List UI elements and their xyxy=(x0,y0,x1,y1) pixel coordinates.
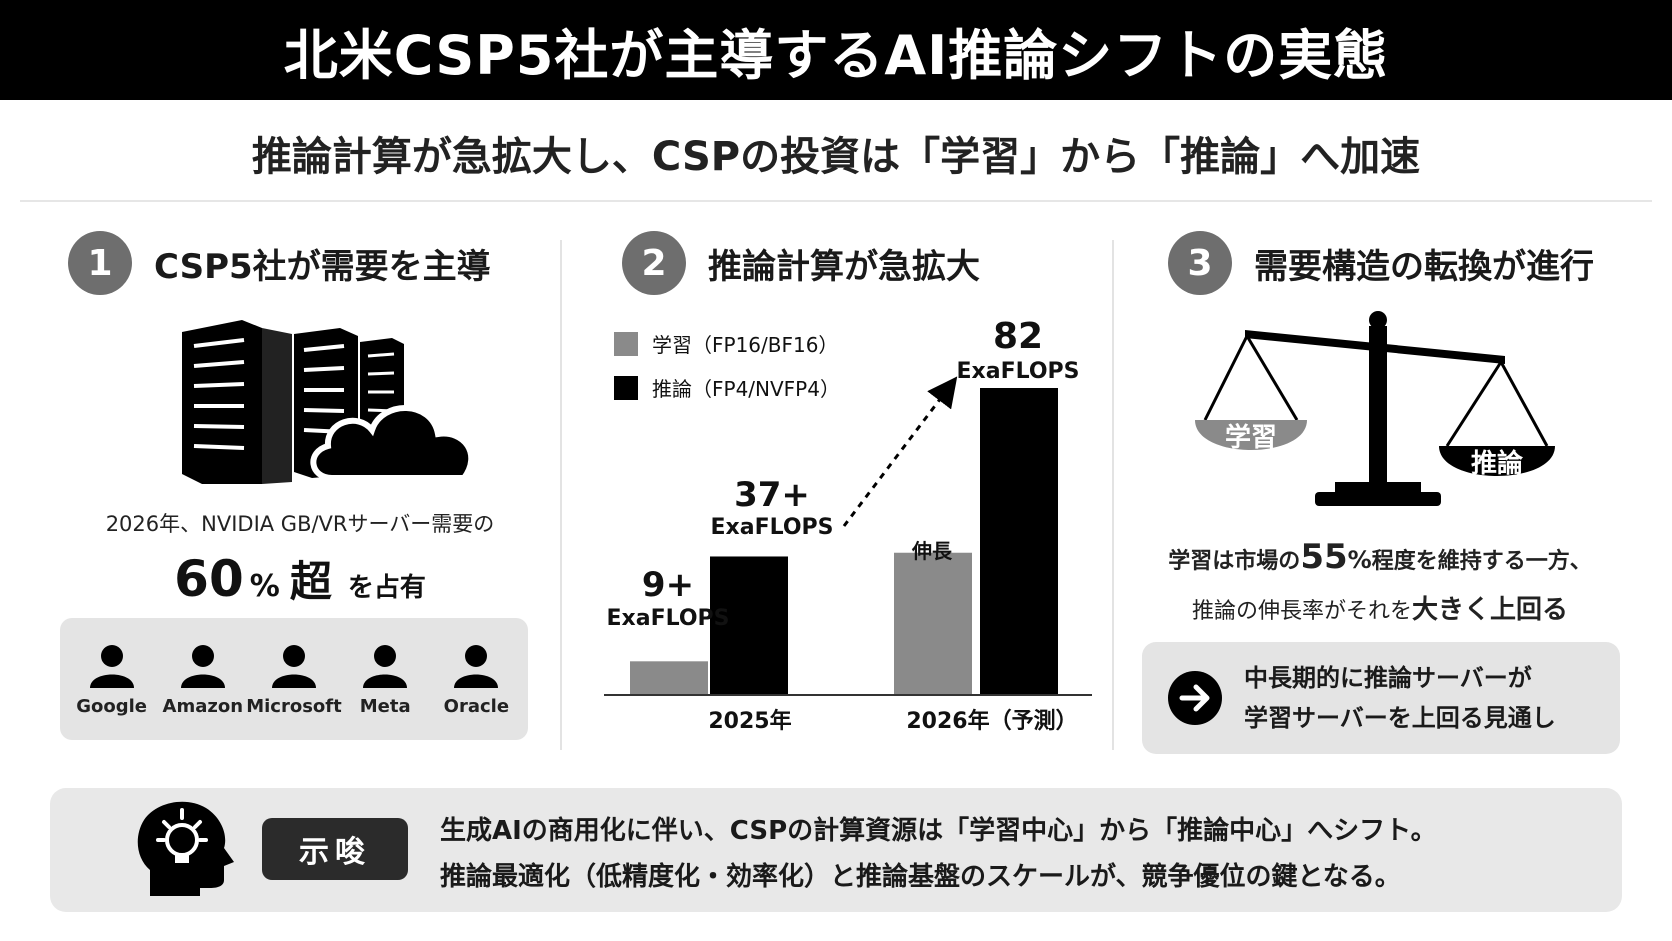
company-name: Google xyxy=(76,695,147,717)
person-icon xyxy=(271,644,316,688)
category-label-2026: 2026年（予測） xyxy=(906,708,1077,734)
bar-label-2026-training-growth: 伸長 xyxy=(911,539,953,563)
section1-share-stat: 60 % 超 を占有 xyxy=(60,548,540,609)
inference-compute-chart: 学習（FP16/BF16） 推論（FP4/NVFP4） 2025年 2026年（… xyxy=(600,300,1100,760)
bar-inference-0 xyxy=(710,556,788,695)
section3-header: 3 需要構造の転換が進行 xyxy=(1168,228,1594,298)
bar-training-0 xyxy=(630,661,708,695)
page-subtitle: 推論計算が急拡大し、CSPの投資は「学習」から「推論」へ加速 xyxy=(251,134,1421,180)
column-divider-2 xyxy=(1112,240,1114,750)
share-percent-sign: % xyxy=(249,569,280,604)
company-item-google: Google xyxy=(68,642,156,717)
legend-swatch-inference xyxy=(614,376,638,400)
arrow-right-circle-icon xyxy=(1168,671,1222,725)
implication-text: 生成AIの商用化に伴い、CSPの計算資源は「学習中心」から「推論中心」へシフト。… xyxy=(440,808,1610,900)
person-icon xyxy=(454,644,499,688)
bar-label-2026-inference-value: 82 xyxy=(993,316,1043,357)
section3-number: 3 xyxy=(1168,231,1232,295)
column-divider-1 xyxy=(560,240,562,750)
bar-label-2026-inference-unit: ExaFLOPS xyxy=(957,359,1080,384)
legend-label-inference: 推論（FP4/NVFP4） xyxy=(652,377,840,401)
section1-header: 1 CSP5社が需要を主導 xyxy=(68,228,491,298)
head-lightbulb-icon xyxy=(137,801,234,896)
legend-swatch-training xyxy=(614,332,638,356)
s3-line1-number: 55 xyxy=(1300,537,1348,577)
company-name: Oracle xyxy=(443,695,510,717)
bar-training-1 xyxy=(894,552,972,695)
page-title: 北米CSP5社が主導するAI推論シフトの実態 xyxy=(0,0,1672,100)
outlook-text: 中長期的に推論サーバーが 学習サーバーを上回る見通し xyxy=(1244,658,1556,738)
implication-line2: 推論最適化（低精度化・効率化）と推論基盤のスケールが、競争優位の鍵となる。 xyxy=(440,862,1401,892)
implication-line1: 生成AIの商用化に伴い、CSPの計算資源は「学習中心」から「推論中心」へシフト。 xyxy=(440,816,1437,846)
bar-label-2025-inference-value: 37+ xyxy=(734,475,810,515)
section2-number: 2 xyxy=(622,231,686,295)
share-tail-label: を占有 xyxy=(347,573,426,603)
section2-title: 推論計算が急拡大 xyxy=(708,246,980,287)
section3-description: 学習は市場の55%程度を維持する一方、 推論の伸長率がそれを大きく上回る xyxy=(1120,533,1640,636)
outlook-line2: 学習サーバーを上回る見通し xyxy=(1244,704,1556,732)
s3-line2-emphasis: 大きく上回る xyxy=(1412,595,1569,625)
scale-pan-label-training: 学習 xyxy=(1225,422,1277,453)
subtitle-divider xyxy=(20,200,1652,202)
section1-description: 2026年、NVIDIA GB/VRサーバー需要の xyxy=(105,512,495,536)
company-item-amazon: Amazon xyxy=(159,642,247,717)
person-icon xyxy=(363,644,408,688)
balance-scale-icon: 学習 推論 xyxy=(1195,311,1555,506)
category-label-2025: 2025年 xyxy=(708,708,791,734)
s3-line2-a: 推論の伸長率がそれを xyxy=(1191,599,1412,624)
company-name: Microsoft xyxy=(246,695,342,717)
s3-line1-percent: % xyxy=(1347,546,1372,574)
legend-label-training: 学習（FP16/BF16） xyxy=(652,333,838,357)
company-item-microsoft: Microsoft xyxy=(246,642,342,717)
company-item-oracle: Oracle xyxy=(432,642,520,717)
growth-arrow-icon xyxy=(842,376,958,527)
bar-label-2025-training-unit: ExaFLOPS xyxy=(607,606,730,631)
company-item-meta: Meta xyxy=(341,642,429,717)
outlook-line1: 中長期的に推論サーバーが xyxy=(1244,664,1532,692)
section3-title: 需要構造の転換が進行 xyxy=(1254,246,1594,287)
bar-label-2025-training-value: 9+ xyxy=(642,565,694,605)
scale-pan-label-inference: 推論 xyxy=(1471,448,1524,479)
section1-title: CSP5社が需要を主導 xyxy=(154,246,491,287)
section1-number: 1 xyxy=(68,231,132,295)
outlook-callout: 中長期的に推論サーバーが 学習サーバーを上回る見通し xyxy=(1142,642,1620,754)
company-name: Amazon xyxy=(162,695,244,717)
person-icon xyxy=(89,644,134,688)
s3-line1-b: 程度を維持する一方、 xyxy=(1371,549,1592,574)
section2-header: 2 推論計算が急拡大 xyxy=(622,228,980,298)
chart-svg: 学習（FP16/BF16） 推論（FP4/NVFP4） 2025年 2026年（… xyxy=(604,316,1092,734)
bar-label-2025-inference-unit: ExaFLOPS xyxy=(711,515,834,540)
bar-inference-1 xyxy=(980,388,1058,695)
server-cloud-icon xyxy=(182,320,475,484)
implication-badge: 示唆 xyxy=(262,818,408,880)
share-number: 60 xyxy=(174,550,244,608)
company-list: Google Amazon Microsoft Meta Oracle xyxy=(60,618,528,740)
s3-line1-a: 学習は市場の xyxy=(1168,549,1301,574)
person-icon xyxy=(180,644,225,688)
company-name: Meta xyxy=(359,695,411,717)
share-over-label: 超 xyxy=(289,557,332,606)
